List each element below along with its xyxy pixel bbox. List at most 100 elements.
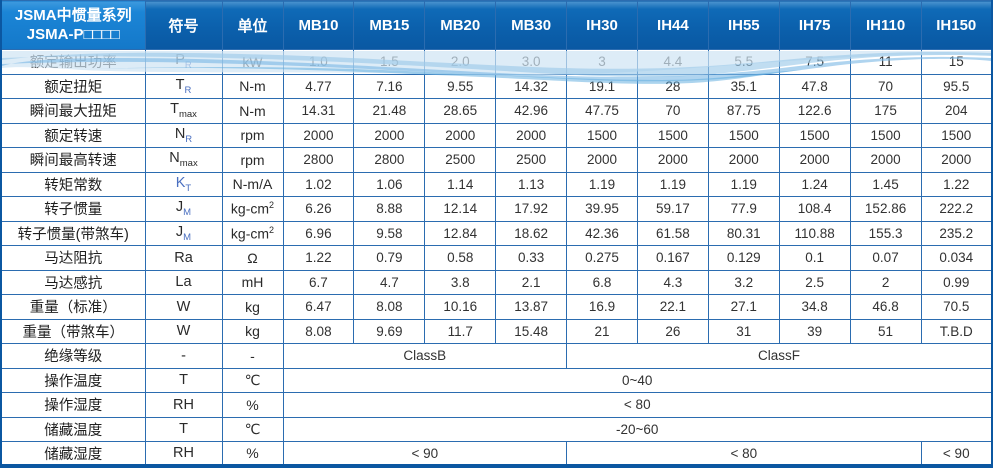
value-cell: 1.22: [282, 245, 355, 271]
value-cell: 108.4: [778, 196, 851, 222]
unit-text: %: [246, 445, 259, 461]
value-cell: 175: [849, 98, 922, 124]
value-cell: 2000: [566, 147, 638, 173]
unit-text: ℃: [244, 420, 261, 437]
unit-cell: N-m: [221, 98, 284, 124]
merged-value-cell: ClassF: [566, 343, 993, 369]
symbol-main: Ra: [174, 249, 193, 266]
value-cell: 59.17: [636, 196, 709, 222]
value-cell: 1.5: [353, 49, 426, 75]
value-cell: 2.5: [778, 269, 851, 295]
unit-text: kg-cm: [230, 201, 270, 218]
unit-cell: kW: [221, 49, 284, 75]
value-cell: 6.8: [566, 269, 638, 295]
symbol-cell: TR: [144, 73, 223, 99]
value-cell: 1500: [707, 122, 780, 148]
row-label: 瞬间最高转速: [0, 147, 146, 173]
value-cell: 11: [849, 49, 922, 75]
symbol-cell: RH: [144, 441, 223, 467]
merged-value-cell: < 80: [282, 392, 993, 418]
column-header-unit: 单位: [221, 0, 284, 50]
row-label: 额定转速: [0, 122, 146, 148]
value-cell: 2500: [495, 147, 568, 173]
value-cell: 0.034: [920, 245, 993, 271]
symbol-main: La: [175, 274, 192, 291]
unit-text: N-m: [239, 78, 266, 95]
row-label: 重量（标准）: [0, 294, 146, 320]
unit-cell: -: [221, 343, 284, 369]
value-cell: 204: [920, 98, 993, 124]
value-cell: 2000: [495, 122, 568, 148]
value-cell: 2000: [282, 122, 355, 148]
symbol-main: W: [176, 323, 191, 340]
merged-value-cell: -20~60: [282, 416, 993, 442]
unit-text: rpm: [240, 127, 265, 144]
unit-cell: ℃: [221, 416, 284, 442]
symbol-subscript: M: [183, 231, 192, 243]
unit-text: -: [250, 347, 255, 364]
merged-value-cell: 0~40: [282, 367, 993, 393]
value-cell: 1.45: [849, 171, 922, 197]
value-cell: 18.62: [495, 220, 568, 246]
value-cell: 0.79: [353, 245, 426, 271]
value-cell: 80.31: [707, 220, 780, 246]
symbol-cell: -: [144, 343, 223, 369]
unit-text: kg: [245, 298, 260, 315]
value-cell: 47.75: [566, 98, 638, 124]
value-cell: 0.58: [424, 245, 497, 271]
value-cell: 2.1: [495, 269, 568, 295]
value-cell: 61.58: [636, 220, 709, 246]
symbol-cell: NR: [144, 122, 223, 148]
value-cell: 2800: [353, 147, 426, 173]
value-cell: 2500: [424, 147, 497, 173]
unit-text: kg-cm: [230, 225, 270, 242]
unit-cell: rpm: [221, 147, 284, 173]
value-cell: 2800: [282, 147, 355, 173]
row-label: 转子惯量: [0, 196, 146, 222]
symbol-subscript: max: [179, 158, 198, 170]
series-title-line1: JSMA中惯量系列: [14, 6, 132, 24]
unit-superscript: 2: [269, 200, 275, 211]
symbol-main: T: [175, 76, 185, 93]
value-cell: 1.14: [424, 171, 497, 197]
row-label: 重量（带煞车）: [0, 318, 146, 344]
row-label: 马达感抗: [0, 269, 146, 295]
value-cell: 222.2: [920, 196, 993, 222]
value-cell: 122.6: [778, 98, 851, 124]
column-header-model: MB30: [495, 0, 568, 50]
column-header-model: MB15: [353, 0, 426, 50]
value-cell: 16.9: [566, 294, 638, 320]
series-title-cell: JSMA中惯量系列 JSMA-P□□□□: [0, 0, 146, 50]
value-cell: 1.0: [282, 49, 355, 75]
column-header-model: IH44: [636, 0, 709, 50]
series-title-line2: JSMA-P□□□□: [26, 26, 120, 43]
symbol-cell: PR: [144, 49, 223, 75]
symbol-cell: La: [144, 269, 223, 295]
value-cell: 155.3: [849, 220, 922, 246]
symbol-cell: Ra: [144, 245, 223, 271]
unit-cell: %: [221, 441, 284, 467]
value-cell: 14.32: [495, 73, 568, 99]
value-cell: 1.13: [495, 171, 568, 197]
value-cell: 9.58: [353, 220, 426, 246]
value-cell: 6.26: [282, 196, 355, 222]
value-cell: 9.55: [424, 73, 497, 99]
unit-text: N-m/A: [232, 176, 273, 193]
value-cell: 1.22: [920, 171, 993, 197]
value-cell: 0.07: [849, 245, 922, 271]
value-cell: 14.31: [282, 98, 355, 124]
row-label: 额定输出功率: [0, 49, 146, 75]
value-cell: 95.5: [920, 73, 993, 99]
value-cell: 21.48: [353, 98, 426, 124]
symbol-subscript: R: [185, 133, 193, 145]
unit-cell: kg: [221, 294, 284, 320]
value-cell: 17.92: [495, 196, 568, 222]
value-cell: 2000: [707, 147, 780, 173]
symbol-main: RH: [173, 445, 194, 461]
symbol-cell: W: [144, 318, 223, 344]
unit-cell: ℃: [221, 367, 284, 393]
symbol-subscript: R: [184, 84, 192, 96]
value-cell: 1500: [849, 122, 922, 148]
merged-value-cell: < 90: [920, 441, 993, 467]
value-cell: 2.0: [424, 49, 497, 75]
